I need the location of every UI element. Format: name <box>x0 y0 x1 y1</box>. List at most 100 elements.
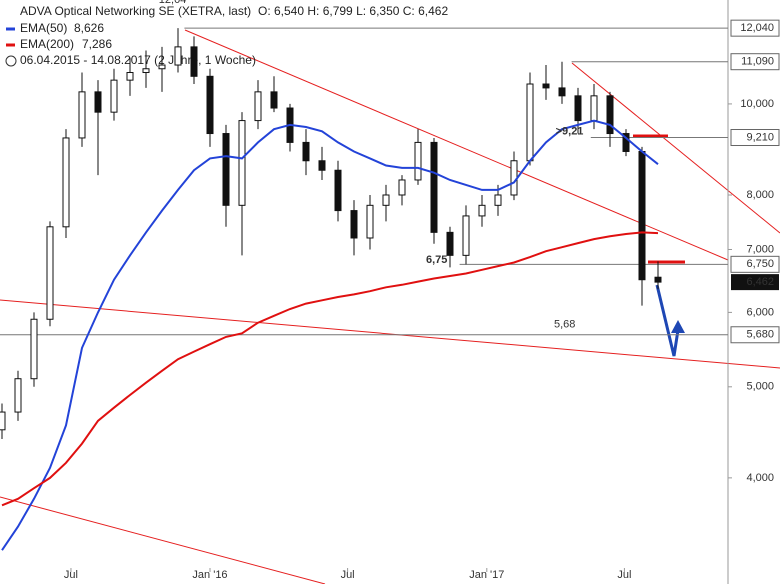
chart-title: ADVA Optical Networking SE (XETRA, last) <box>20 4 251 18</box>
candle-body <box>382 194 390 206</box>
candle-body <box>238 120 246 206</box>
annotation: >9,21 <box>556 125 584 137</box>
legend-value: 7,286 <box>82 37 112 51</box>
level-label: 6,750 <box>746 258 774 270</box>
candle <box>302 129 310 176</box>
candle <box>142 50 150 88</box>
candle <box>270 76 278 113</box>
candle-body <box>142 68 150 74</box>
candle <box>606 91 614 147</box>
candle <box>526 72 534 166</box>
clock-icon <box>5 55 17 67</box>
ema-line <box>1 231 659 507</box>
candle <box>94 80 102 176</box>
candle <box>254 80 262 130</box>
candle-body <box>414 141 422 181</box>
candle-body <box>366 204 374 239</box>
legend-value: 8,626 <box>74 21 104 35</box>
candle <box>286 103 294 152</box>
candle-body <box>478 204 486 217</box>
legend: ADVA Optical Networking SE (XETRA, last)… <box>5 4 448 67</box>
candle <box>14 370 22 421</box>
candle <box>46 221 54 327</box>
last-price-label: 6,462 <box>746 276 774 288</box>
candle-body <box>510 160 518 196</box>
forecast-arrow <box>655 284 685 357</box>
last-price-box <box>731 274 779 291</box>
candle <box>622 129 630 157</box>
candle-body <box>398 179 406 196</box>
candle-body <box>62 137 70 228</box>
level-label: 9,210 <box>746 131 774 143</box>
y-tick-label: 7,000 <box>746 243 774 255</box>
level-box <box>730 53 780 71</box>
candle-body <box>558 87 566 97</box>
candle <box>318 146 326 180</box>
candle-body <box>110 79 118 113</box>
level-label: 11,090 <box>741 56 774 68</box>
candle-body <box>222 133 230 206</box>
candle <box>190 36 198 85</box>
candle <box>478 194 486 227</box>
candle <box>542 65 550 100</box>
candle-body <box>94 91 102 113</box>
x-tick-label: Jul <box>617 569 631 581</box>
annotation: 5,68 <box>554 319 575 331</box>
level-box <box>730 326 780 344</box>
candle-body <box>606 95 614 135</box>
candle-body <box>254 91 262 122</box>
candle <box>206 68 214 147</box>
candle <box>462 205 470 265</box>
candle <box>350 200 358 256</box>
level-label: 5,680 <box>746 329 774 341</box>
level-label: 12,040 <box>740 22 774 34</box>
candle <box>558 61 566 104</box>
candle-body <box>334 169 342 212</box>
candle-body <box>574 95 582 122</box>
candle <box>222 124 230 227</box>
level-box <box>730 129 780 147</box>
candle-body <box>350 210 358 239</box>
candle-body <box>446 231 454 256</box>
candle-body <box>542 83 550 89</box>
level-box <box>730 19 780 37</box>
annotation: 12,04 <box>159 0 187 6</box>
x-tick-label: Jan '17 <box>469 569 504 581</box>
annotation: 6,75 <box>426 254 447 266</box>
candle-body <box>302 141 310 162</box>
candle <box>0 403 6 439</box>
candle <box>158 46 166 92</box>
candle-body <box>0 411 6 431</box>
y-tick-label: 5,000 <box>746 381 774 393</box>
x-tick-label: Jul <box>341 569 355 581</box>
ema-line <box>1 119 659 551</box>
candle-body <box>430 141 438 233</box>
candle-body <box>46 226 54 320</box>
candle-body <box>590 95 598 122</box>
candle-body <box>270 91 278 109</box>
candle <box>414 129 422 185</box>
candle-body <box>494 194 502 206</box>
candle <box>334 160 342 222</box>
candle-body <box>174 46 182 66</box>
legend-label: EMA(200) <box>20 37 74 51</box>
candle <box>590 84 598 130</box>
candle-body <box>158 64 166 70</box>
candle-body <box>126 72 134 81</box>
level-box <box>730 255 780 273</box>
legend-label: EMA(50) <box>20 21 67 35</box>
candle-body <box>206 75 214 135</box>
y-tick-label: 6,000 <box>746 306 774 318</box>
y-tick-label: 4,000 <box>746 472 774 484</box>
candle-body <box>462 215 470 256</box>
resistance-marks <box>633 134 685 264</box>
y-tick-label: 10,000 <box>740 98 774 110</box>
candle <box>30 312 38 387</box>
candle-body <box>318 160 326 171</box>
candle-body <box>638 150 646 281</box>
candle <box>174 28 182 73</box>
candle <box>110 68 118 121</box>
ohlc-text: O: 6,540 H: 6,799 L: 6,350 C: 6,462 <box>258 4 448 18</box>
candle-body <box>654 276 662 283</box>
